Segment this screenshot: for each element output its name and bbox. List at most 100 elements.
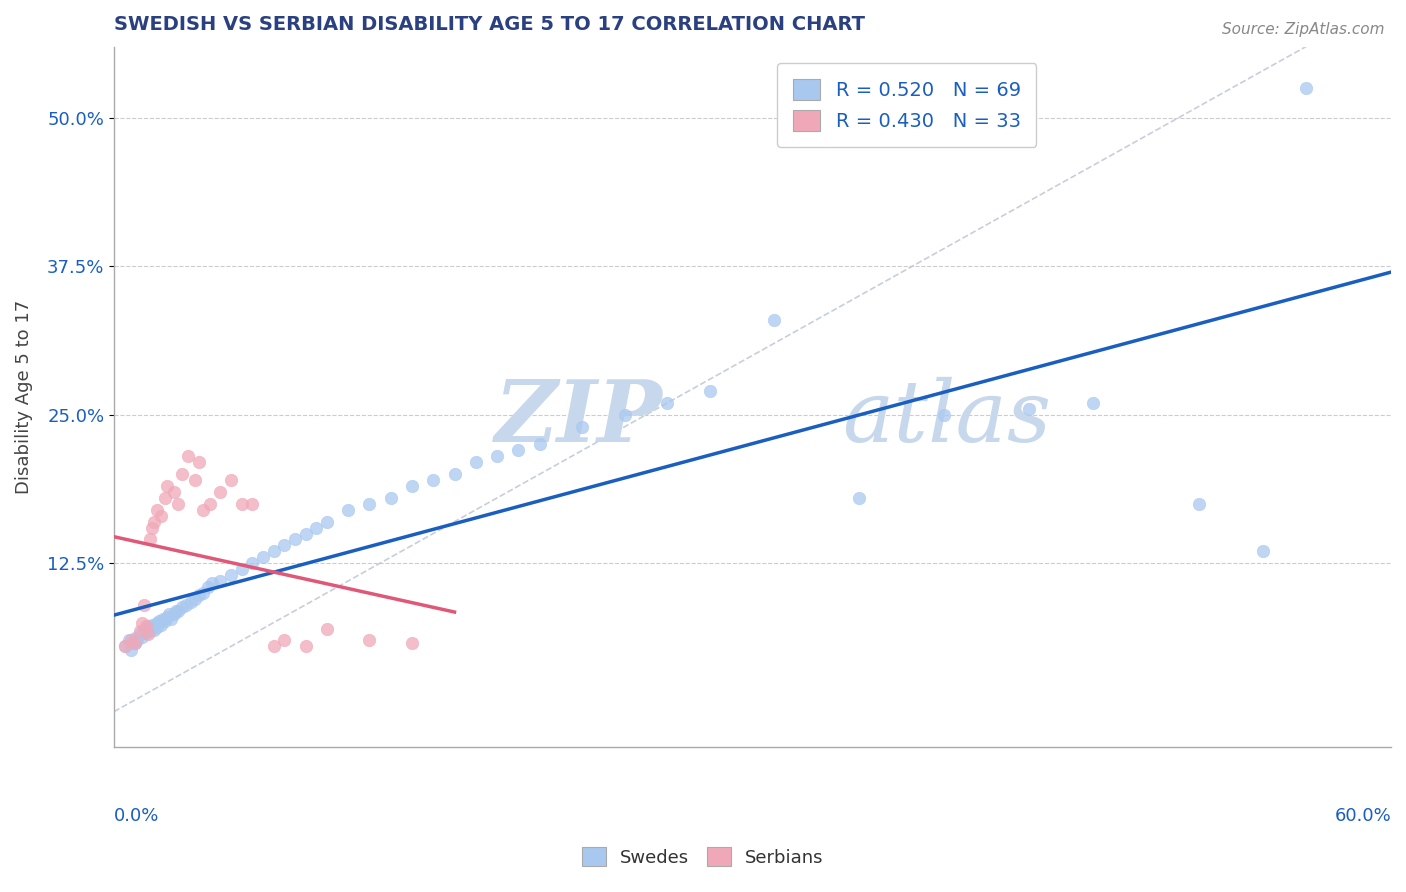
Point <box>263 544 285 558</box>
Point <box>1295 81 1317 95</box>
Legend: Swedes, Serbians: Swedes, Serbians <box>575 840 831 874</box>
Point <box>122 636 145 650</box>
Point <box>127 633 149 648</box>
Point <box>131 615 153 630</box>
Point <box>124 631 146 645</box>
Point <box>114 640 136 654</box>
Point <box>180 595 202 609</box>
Point <box>197 580 219 594</box>
Point <box>176 598 198 612</box>
Point <box>184 591 207 606</box>
Point <box>219 568 242 582</box>
Point <box>1081 396 1104 410</box>
Point <box>263 640 285 654</box>
Point <box>252 550 274 565</box>
Point <box>294 526 316 541</box>
Point <box>162 607 184 622</box>
Point <box>162 485 184 500</box>
Point <box>172 467 194 482</box>
Point <box>315 622 337 636</box>
Point <box>219 473 242 487</box>
Point <box>149 618 172 632</box>
Point <box>699 384 721 398</box>
Text: ZIP: ZIP <box>495 376 664 459</box>
Point <box>114 640 136 654</box>
Point <box>128 627 150 641</box>
Point <box>380 491 402 505</box>
Point <box>143 623 166 637</box>
Point <box>156 609 179 624</box>
Point <box>294 640 316 654</box>
Point <box>120 633 142 648</box>
Legend: R = 0.520   N = 69, R = 0.430   N = 33: R = 0.520 N = 69, R = 0.430 N = 33 <box>778 63 1036 146</box>
Point <box>613 408 636 422</box>
Text: 0.0%: 0.0% <box>114 806 159 824</box>
Point <box>136 627 159 641</box>
Point <box>124 636 146 650</box>
Point <box>762 313 785 327</box>
Y-axis label: Disability Age 5 to 17: Disability Age 5 to 17 <box>15 300 32 494</box>
Point <box>139 624 162 638</box>
Point <box>120 643 142 657</box>
Point <box>932 408 955 422</box>
Point <box>145 620 167 634</box>
Point <box>422 473 444 487</box>
Point <box>529 437 551 451</box>
Point <box>165 604 187 618</box>
Point <box>443 467 465 482</box>
Point <box>153 615 176 629</box>
Point <box>166 497 188 511</box>
Point <box>1188 497 1211 511</box>
Point <box>337 503 360 517</box>
Point <box>132 598 155 612</box>
Point <box>231 562 253 576</box>
Point <box>315 515 337 529</box>
Text: SWEDISH VS SERBIAN DISABILITY AGE 5 TO 17 CORRELATION CHART: SWEDISH VS SERBIAN DISABILITY AGE 5 TO 1… <box>114 15 865 34</box>
Point <box>132 624 155 638</box>
Point <box>188 588 211 602</box>
Point <box>198 497 221 511</box>
Point <box>401 636 423 650</box>
Point <box>284 533 307 547</box>
Point <box>508 443 530 458</box>
Point <box>131 630 153 644</box>
Point <box>141 618 163 632</box>
Point <box>156 479 179 493</box>
Text: Source: ZipAtlas.com: Source: ZipAtlas.com <box>1222 22 1385 37</box>
Point <box>136 619 159 633</box>
Point <box>193 503 215 517</box>
Text: 60.0%: 60.0% <box>1334 806 1391 824</box>
Point <box>359 497 381 511</box>
Point <box>141 520 163 534</box>
Point <box>135 622 157 636</box>
Point <box>209 574 232 588</box>
Point <box>209 485 232 500</box>
Point <box>135 626 157 640</box>
Point <box>157 607 180 622</box>
Point <box>401 479 423 493</box>
Point <box>135 619 157 633</box>
Point <box>193 586 215 600</box>
Point <box>657 396 679 410</box>
Point <box>166 604 188 618</box>
Point <box>143 515 166 529</box>
Point <box>177 450 200 464</box>
Point <box>848 491 870 505</box>
Point <box>273 633 295 648</box>
Point <box>464 455 486 469</box>
Point <box>145 615 167 630</box>
Point <box>571 419 593 434</box>
Point <box>273 538 295 552</box>
Point <box>149 508 172 523</box>
Point <box>231 497 253 511</box>
Text: atlas: atlas <box>842 376 1052 459</box>
Point <box>139 533 162 547</box>
Point <box>1253 544 1275 558</box>
Point <box>359 633 381 648</box>
Point <box>486 450 509 464</box>
Point <box>160 612 183 626</box>
Point <box>240 497 263 511</box>
Point <box>201 576 224 591</box>
Point <box>128 624 150 638</box>
Point <box>124 636 146 650</box>
